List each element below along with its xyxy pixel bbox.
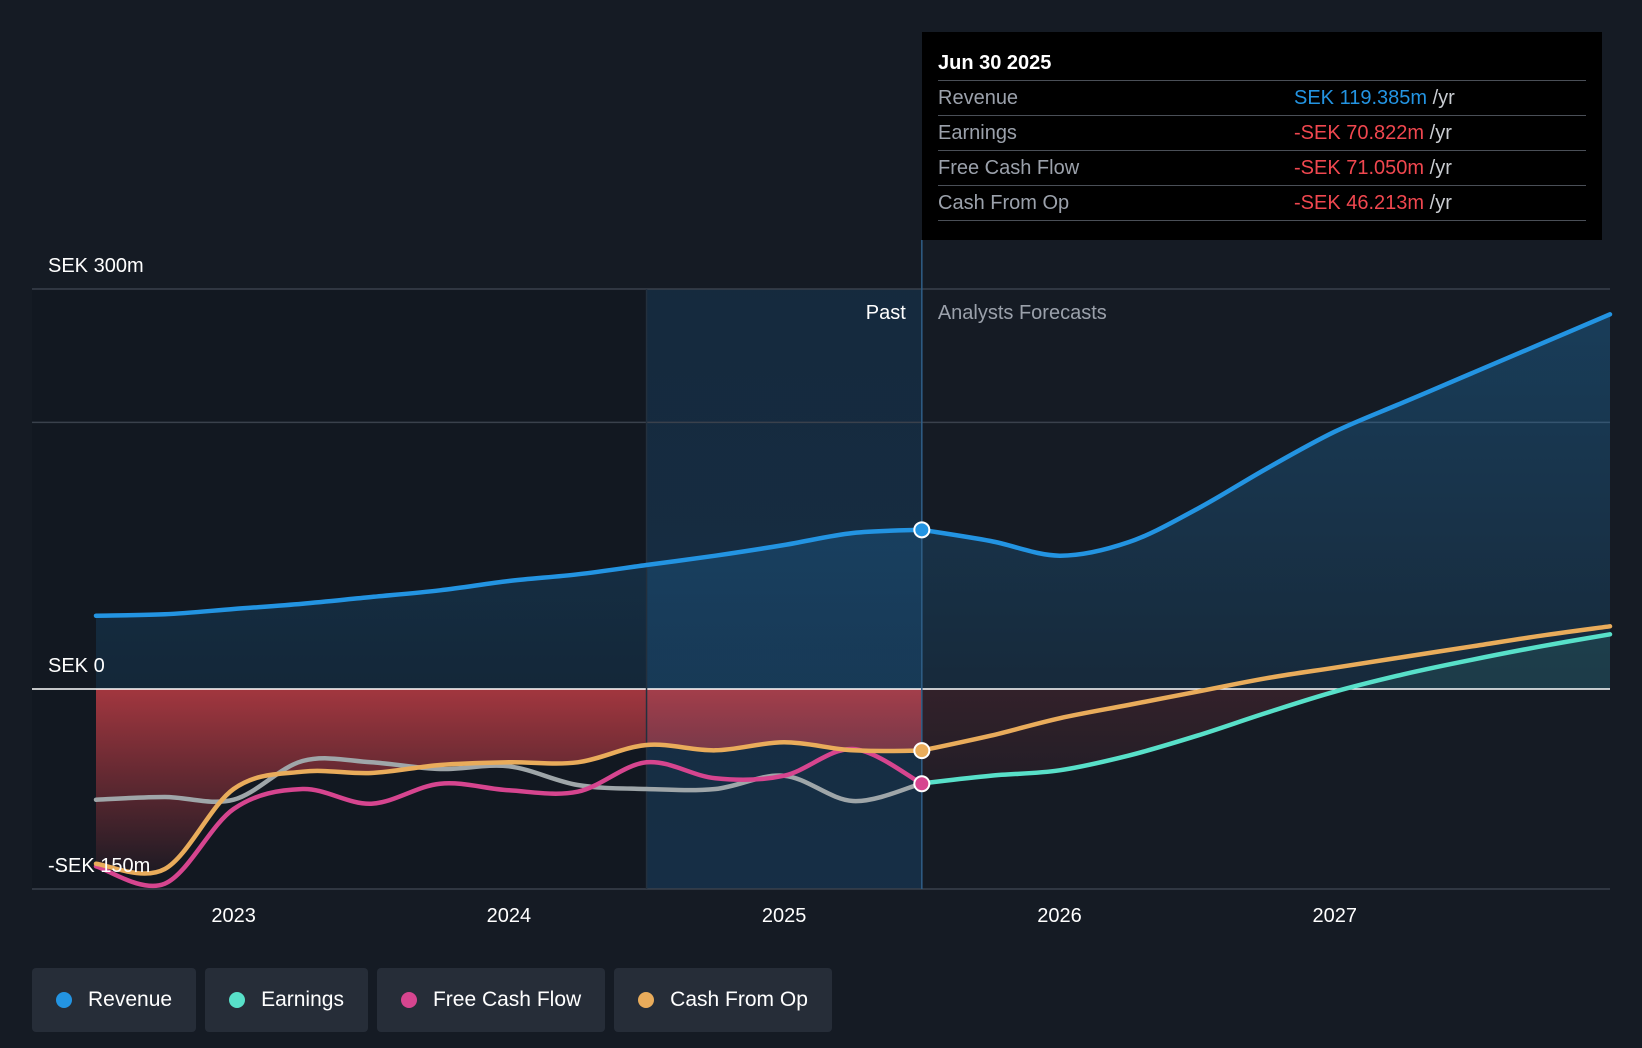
- revenue-line-forecast: [919, 312, 1613, 558]
- legend: Revenue Earnings Free Cash Flow Cash Fro…: [32, 968, 832, 1032]
- free-cash-flow-marker[interactable]: [913, 775, 931, 793]
- revenue-marker[interactable]: [913, 521, 931, 539]
- legend-label: Cash From Op: [670, 988, 808, 1011]
- cash-from-op-marker[interactable]: [913, 742, 931, 760]
- tooltip-amount-revenue: SEK 119.385m: [1294, 87, 1428, 109]
- tooltip-value: -SEK 70.822m /yr: [1294, 116, 1452, 150]
- legend-label: Free Cash Flow: [432, 988, 582, 1011]
- tooltip-unit: /yr: [1429, 192, 1452, 214]
- gridlines: [32, 288, 1610, 890]
- cash-from-op-line-forecast: [919, 624, 1613, 753]
- tooltip-label: Earnings: [938, 122, 1017, 144]
- y-tick-label-zero: SEK 0: [48, 655, 105, 677]
- x-tick-2024: 2024: [487, 905, 532, 927]
- tooltip-amount-earnings: -SEK 70.822m: [1294, 122, 1425, 144]
- tooltip-row-earnings: Earnings -SEK 70.822m /yr: [938, 116, 1586, 151]
- legend-item-cash-from-op[interactable]: Cash From Op: [614, 968, 832, 1032]
- legend-item-earnings[interactable]: Earnings: [205, 968, 368, 1032]
- y-tick-label-bottom: -SEK 150m: [48, 855, 150, 877]
- tooltip-row-cash-from-op: Cash From Op -SEK 46.213m /yr: [938, 186, 1586, 221]
- tooltip-label: Free Cash Flow: [938, 157, 1080, 179]
- legend-label: Earnings: [261, 988, 344, 1011]
- tooltip-row-free-cash-flow: Free Cash Flow -SEK 71.050m /yr: [938, 151, 1586, 186]
- legend-dot-icon: [400, 992, 417, 1008]
- legend-dot-icon: [638, 992, 655, 1008]
- tooltip-amount-cash-from-op: -SEK 46.213m: [1294, 192, 1425, 214]
- revenue-line-past: [93, 527, 925, 618]
- forecast-label: Analysts Forecasts: [938, 302, 1107, 324]
- legend-dot-icon: [229, 992, 246, 1008]
- revenue-area: [96, 314, 1610, 689]
- negative-area-past: [96, 689, 922, 874]
- tooltip-date: Jun 30 2025: [938, 46, 1586, 81]
- x-tick-2025: 2025: [762, 905, 807, 927]
- tooltip-unit: /yr: [1429, 157, 1452, 179]
- x-tick-2027: 2027: [1312, 905, 1357, 927]
- y-tick-label-top: SEK 300m: [48, 255, 144, 277]
- past-label: Past: [866, 302, 906, 324]
- tooltip-row-revenue: Revenue SEK 119.385m /yr: [938, 81, 1586, 116]
- legend-dot-icon: [56, 992, 72, 1008]
- free-cash-flow-line-past: [93, 746, 925, 888]
- x-tick-2026: 2026: [1037, 905, 1082, 927]
- earnings-line-forecast: [919, 632, 1613, 786]
- tooltip-markers: [913, 521, 931, 793]
- tooltip-label: Revenue: [938, 87, 1019, 109]
- earnings-forecast-area: [921, 634, 1610, 689]
- cash-from-op-line-past: [93, 740, 925, 876]
- tooltip-unit: /yr: [1432, 87, 1455, 109]
- tooltip-label: Cash From Op: [938, 192, 1070, 214]
- x-tick-2023: 2023: [211, 905, 256, 927]
- legend-item-revenue[interactable]: Revenue: [32, 968, 197, 1032]
- legend-item-free-cash-flow[interactable]: Free Cash Flow: [376, 968, 606, 1032]
- tooltip-amount-free-cash-flow: -SEK 71.050m: [1294, 157, 1425, 179]
- tooltip-unit: /yr: [1429, 122, 1452, 144]
- tooltip: Jun 30 2025 Revenue SEK 119.385m /yr Ear…: [922, 32, 1602, 240]
- tooltip-value: -SEK 46.213m /yr: [1294, 186, 1452, 220]
- series-lines: [93, 312, 1613, 888]
- tooltip-value: SEK 119.385m /yr: [1294, 81, 1455, 115]
- legend-label: Revenue: [88, 988, 173, 1011]
- tooltip-value: -SEK 71.050m /yr: [1294, 151, 1452, 185]
